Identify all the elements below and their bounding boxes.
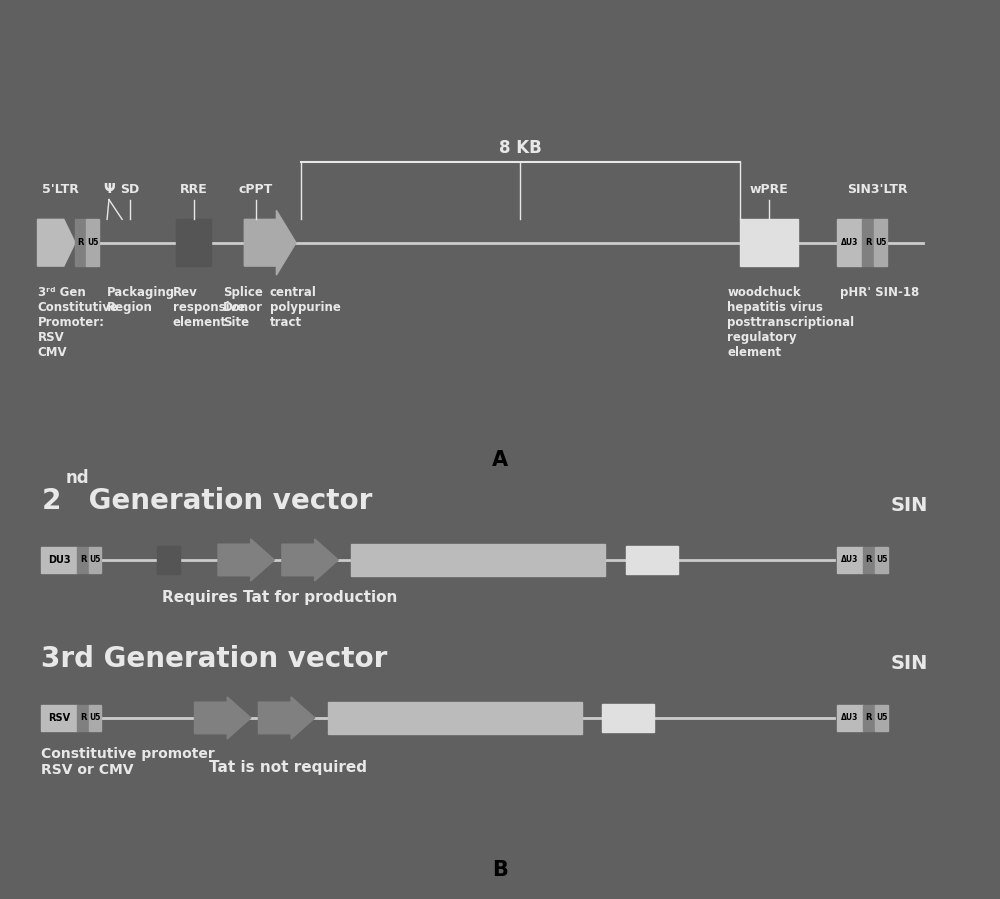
Text: Requires Tat for production: Requires Tat for production — [162, 591, 397, 606]
Bar — [328, 702, 582, 734]
Text: pHR' SIN-18: pHR' SIN-18 — [840, 286, 920, 298]
Text: Splice
Donor
Site: Splice Donor Site — [223, 286, 263, 329]
Polygon shape — [282, 539, 338, 581]
Bar — [837, 219, 862, 266]
Text: DU3: DU3 — [48, 555, 70, 565]
Bar — [863, 547, 875, 573]
Text: woodchuck
hepatitis virus
posttranscriptional
regulatory
element: woodchuck hepatitis virus posttranscript… — [727, 286, 855, 359]
Bar — [89, 547, 101, 573]
Text: Ψ: Ψ — [103, 182, 115, 196]
Text: SIN3'LTR: SIN3'LTR — [847, 183, 907, 196]
Text: Packaging
Region: Packaging Region — [107, 286, 175, 314]
Bar — [41, 706, 77, 731]
Polygon shape — [244, 210, 296, 275]
Bar — [157, 546, 180, 574]
Text: U5: U5 — [90, 556, 101, 565]
Text: R: R — [866, 556, 872, 565]
Text: R: R — [865, 238, 871, 247]
Bar — [77, 706, 89, 731]
Text: A: A — [492, 450, 508, 470]
Text: cPPT: cPPT — [238, 183, 273, 196]
Polygon shape — [194, 697, 251, 739]
Bar — [874, 219, 887, 266]
Bar — [75, 219, 86, 266]
Text: ΔU3: ΔU3 — [841, 556, 858, 565]
Text: R: R — [80, 556, 86, 565]
Bar — [740, 219, 798, 266]
Text: U5: U5 — [87, 238, 98, 247]
Text: 3rd Generation vector: 3rd Generation vector — [41, 645, 388, 673]
Polygon shape — [258, 697, 315, 739]
Text: R: R — [80, 714, 86, 723]
Text: central
polypurine
tract: central polypurine tract — [270, 286, 341, 329]
Text: Generation vector: Generation vector — [79, 487, 372, 515]
Text: RRE: RRE — [180, 183, 207, 196]
Text: Constitutive promoter
RSV or CMV: Constitutive promoter RSV or CMV — [41, 747, 215, 777]
Text: U5: U5 — [876, 714, 887, 723]
Text: SD: SD — [120, 183, 139, 196]
Bar — [837, 706, 863, 731]
Text: U5: U5 — [875, 238, 886, 247]
Bar — [89, 706, 101, 731]
Text: 2: 2 — [41, 487, 61, 515]
Text: B: B — [492, 860, 508, 880]
Bar — [862, 219, 874, 266]
Bar — [176, 219, 211, 266]
Text: nd: nd — [66, 469, 89, 487]
Text: SIN: SIN — [890, 654, 928, 673]
Text: 5'LTR: 5'LTR — [42, 183, 79, 196]
Bar — [77, 547, 89, 573]
Polygon shape — [38, 219, 75, 266]
Bar — [875, 706, 888, 731]
Bar — [602, 704, 654, 732]
Text: wPRE: wPRE — [749, 183, 788, 196]
Bar — [837, 547, 863, 573]
Bar — [863, 706, 875, 731]
Text: Tat is not required: Tat is not required — [209, 760, 367, 775]
Bar — [875, 547, 888, 573]
Text: RSV: RSV — [48, 713, 70, 723]
Bar — [351, 544, 605, 575]
Bar — [41, 547, 77, 573]
Text: R: R — [78, 238, 84, 247]
Text: ΔU3: ΔU3 — [841, 238, 858, 247]
Bar — [86, 219, 99, 266]
Text: 3ʳᵈ Gen
Constitutive
Promoter:
RSV
CMV: 3ʳᵈ Gen Constitutive Promoter: RSV CMV — [38, 286, 118, 359]
Text: U5: U5 — [90, 714, 101, 723]
Polygon shape — [218, 539, 274, 581]
Text: R: R — [866, 714, 872, 723]
Text: ΔU3: ΔU3 — [841, 714, 858, 723]
Bar — [626, 546, 678, 574]
Text: Rev
responsive
element: Rev responsive element — [173, 286, 245, 329]
Text: 8 KB: 8 KB — [499, 139, 542, 157]
Text: SIN: SIN — [890, 496, 928, 515]
Text: U5: U5 — [876, 556, 887, 565]
